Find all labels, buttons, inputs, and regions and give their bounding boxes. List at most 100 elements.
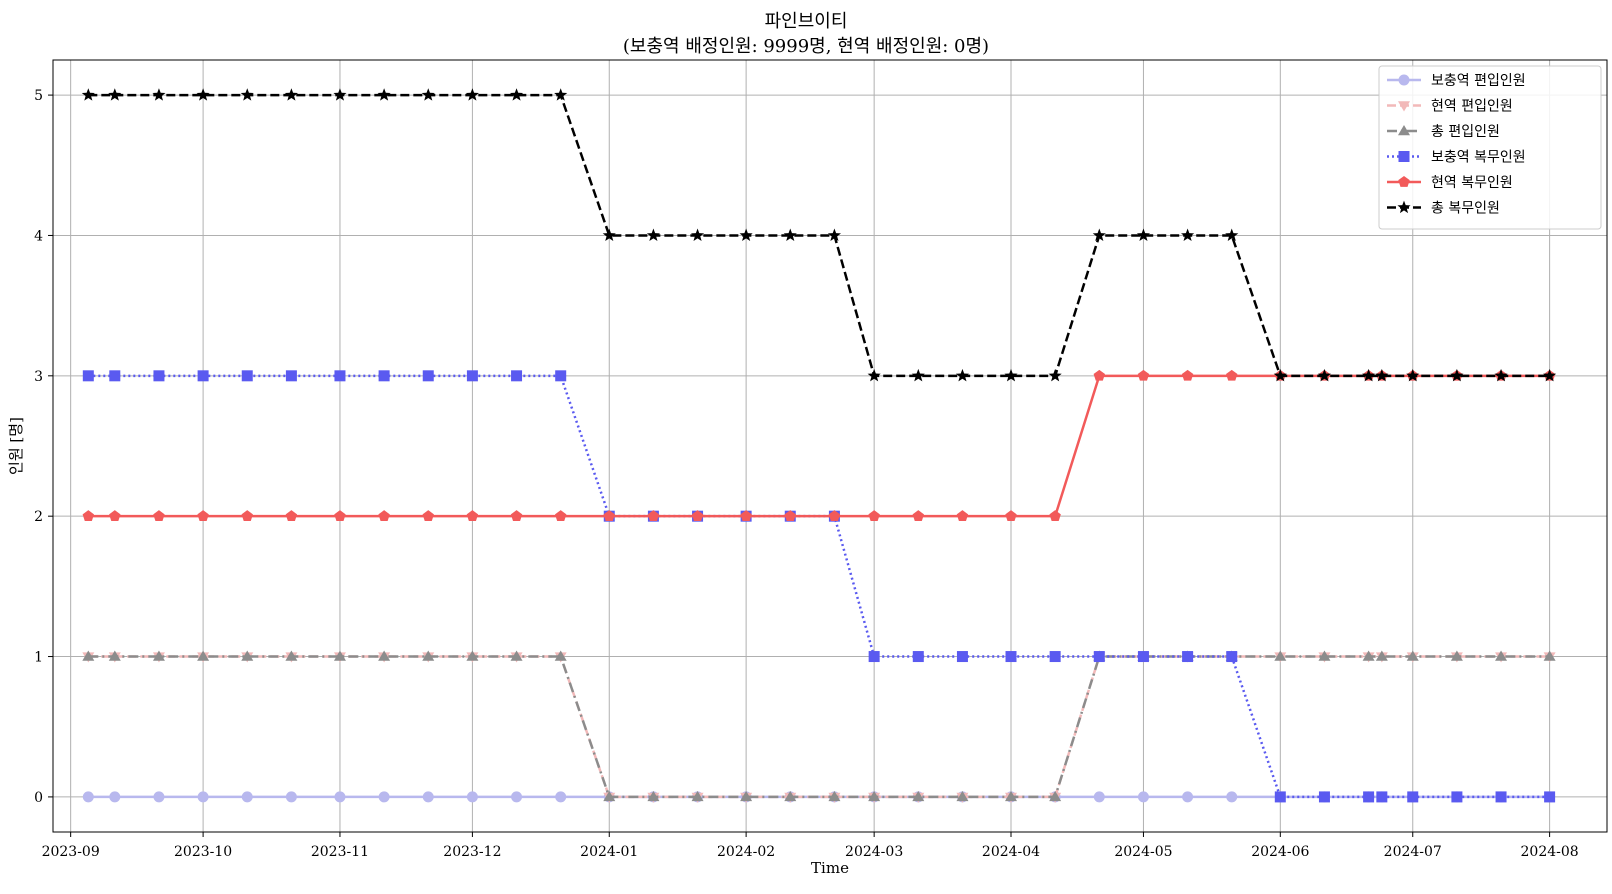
legend-marker (1398, 151, 1410, 162)
data-point-marker (82, 650, 95, 661)
x-tick-label: 2024-07 (1384, 844, 1442, 860)
y-tick-label: 2 (34, 509, 43, 525)
data-point-marker (1274, 650, 1287, 661)
data-point-marker (602, 228, 616, 242)
x-axis-label: Time (811, 859, 849, 877)
legend-item: 보충역 복무인원 (1387, 150, 1526, 166)
data-point-marker (285, 510, 298, 522)
data-point-marker (1137, 369, 1150, 381)
data-point-marker (285, 650, 298, 661)
data-point-marker (740, 790, 753, 802)
data-point-marker (1362, 650, 1375, 661)
data-point-marker (108, 650, 121, 661)
data-point-marker (868, 510, 880, 522)
data-point-marker (555, 791, 567, 803)
data-point-marker (81, 88, 95, 101)
legend-label: 보충역 복무인원 (1431, 150, 1526, 166)
data-point-marker (554, 510, 567, 522)
y-tick-label: 1 (34, 650, 43, 666)
data-point-marker (510, 510, 523, 522)
x-tick-label: 2024-02 (717, 844, 775, 860)
data-point-marker (740, 510, 752, 522)
data-point-marker (1451, 791, 1463, 803)
data-point-marker (1406, 368, 1420, 382)
data-point-marker (691, 510, 704, 522)
data-point-marker (466, 650, 479, 661)
data-point-marker (152, 650, 165, 661)
data-point-marker (509, 88, 524, 101)
chart-title: 파인브이티 (765, 11, 848, 32)
data-point-marker (1362, 368, 1376, 382)
data-point-marker (378, 510, 390, 522)
legend-marker (1398, 125, 1410, 136)
data-point-marker (911, 368, 925, 382)
data-point-marker (82, 370, 94, 382)
x-tick-label: 2024-04 (982, 844, 1040, 860)
data-point-marker (1182, 791, 1194, 803)
data-point-marker (378, 370, 390, 382)
data-point-marker (378, 650, 391, 661)
data-point-marker (334, 791, 346, 803)
y-tick-label: 0 (34, 790, 43, 806)
legend-label: 보충역 편입인원 (1431, 73, 1526, 89)
x-tick-label: 2024-01 (580, 844, 638, 860)
data-point-marker (1375, 368, 1389, 382)
data-point-marker (691, 790, 704, 802)
legend-item: 보충역 편입인원 (1387, 73, 1526, 89)
series-group (81, 88, 1557, 382)
data-point-marker (690, 228, 705, 242)
data-point-marker (912, 510, 924, 522)
data-point-marker (1049, 510, 1061, 522)
legend-marker (1398, 101, 1410, 112)
data-point-marker (334, 510, 346, 522)
data-point-marker (1317, 368, 1332, 382)
data-point-marker (1049, 790, 1062, 802)
data-point-marker (109, 510, 121, 522)
data-point-marker (466, 791, 478, 803)
data-point-marker (421, 88, 435, 101)
data-point-marker (1494, 368, 1508, 382)
data-point-marker (1543, 368, 1557, 382)
data-point-marker (284, 88, 298, 101)
data-point-marker (1407, 791, 1419, 803)
legend-label: 현역 편입인원 (1431, 99, 1513, 115)
data-point-marker (422, 510, 434, 522)
data-point-marker (241, 510, 253, 522)
data-point-marker (956, 510, 969, 522)
data-point-marker (333, 88, 347, 101)
data-point-marker (511, 370, 523, 382)
chart-subtitle: (보충역 배정인원: 9999명, 현역 배정인원: 0명) (623, 36, 989, 57)
legend-item: 현역 복무인원 (1387, 175, 1513, 191)
y-tick-label: 3 (34, 369, 43, 385)
data-point-marker (285, 791, 297, 803)
data-point-marker (868, 790, 881, 802)
data-point-marker (1406, 650, 1419, 661)
data-point-marker (554, 88, 568, 101)
data-point-marker (153, 370, 165, 382)
data-point-marker (603, 510, 615, 522)
legend-item: 총 복무인원 (1387, 201, 1500, 217)
data-point-marker (1226, 369, 1238, 381)
data-point-marker (868, 651, 880, 663)
data-point-marker (1181, 369, 1194, 381)
legend-box (1378, 65, 1602, 230)
data-point-marker (197, 370, 209, 382)
data-point-marker (241, 370, 253, 382)
legend-label: 총 복무인원 (1431, 201, 1500, 217)
data-point-marker (82, 791, 94, 803)
data-point-marker (241, 650, 254, 661)
data-point-marker (1136, 228, 1151, 242)
data-point-marker (333, 650, 346, 661)
x-tick-label: 2023-12 (443, 844, 501, 860)
data-point-marker (1137, 651, 1149, 663)
x-tick-label: 2023-10 (174, 844, 232, 860)
plot-frame (52, 59, 1608, 833)
plot-area (53, 60, 1607, 832)
data-point-marker (1543, 650, 1556, 661)
data-point-marker (828, 790, 841, 802)
data-point-marker (285, 370, 297, 382)
y-tick-label: 4 (34, 228, 43, 244)
legend-marker (1398, 176, 1410, 187)
